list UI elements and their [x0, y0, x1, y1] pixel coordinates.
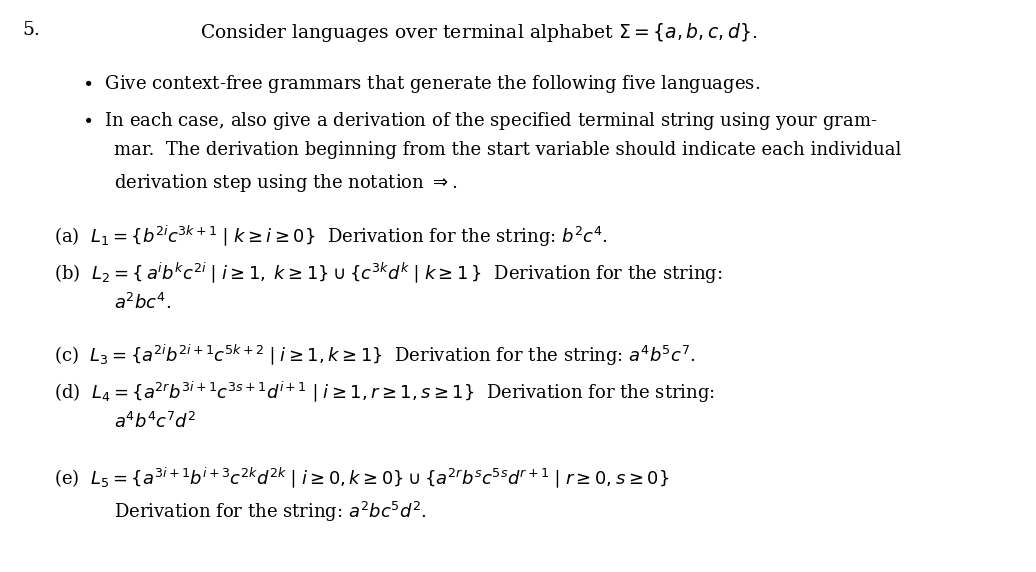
Text: (b)  $L_2 = \{\, a^i b^k c^{2i} \mid i \geq 1,\; k \geq 1\} \cup \{c^{3k} d^k \m: (b) $L_2 = \{\, a^i b^k c^{2i} \mid i \g… — [54, 260, 722, 285]
Text: $a^4b^4c^7d^2$: $a^4b^4c^7d^2$ — [114, 412, 197, 432]
Text: mar.  The derivation beginning from the start variable should indicate each indi: mar. The derivation beginning from the s… — [114, 141, 901, 159]
Text: derivation step using the notation $\Rightarrow$.: derivation step using the notation $\Rig… — [114, 172, 457, 194]
Text: (e)  $L_5 = \{a^{3i+1}b^{i+3}c^{2k}d^{2k} \mid i \geq 0, k \geq 0\} \cup \{a^{2r: (e) $L_5 = \{a^{3i+1}b^{i+3}c^{2k}d^{2k}… — [54, 465, 669, 490]
Text: (d)  $L_4 = \{a^{2r}b^{3i+1}c^{3s+1}d^{i+1} \mid i \geq 1, r \geq 1, s \geq 1\}$: (d) $L_4 = \{a^{2r}b^{3i+1}c^{3s+1}d^{i+… — [54, 380, 715, 405]
Text: Derivation for the string: $a^2bc^5d^2$.: Derivation for the string: $a^2bc^5d^2$. — [114, 499, 427, 523]
Text: $\bullet$  In each case, also give a derivation of the specified terminal string: $\bullet$ In each case, also give a deri… — [83, 110, 877, 132]
Text: Consider languages over terminal alphabet $\Sigma = \{a, b, c, d\}$.: Consider languages over terminal alphabe… — [200, 21, 757, 44]
Text: (c)  $L_3 = \{a^{2i}b^{2i+1}c^{5k+2} \mid i \geq 1, k \geq 1\}$  Derivation for : (c) $L_3 = \{a^{2i}b^{2i+1}c^{5k+2} \mid… — [54, 343, 695, 368]
Text: (a)  $L_1 = \{b^{2i}c^{3k+1} \mid k \geq i \geq 0\}$  Derivation for the string:: (a) $L_1 = \{b^{2i}c^{3k+1} \mid k \geq … — [54, 224, 608, 249]
Text: $a^2bc^4$.: $a^2bc^4$. — [114, 293, 171, 313]
Text: $\bullet$  Give context-free grammars that generate the following five languages: $\bullet$ Give context-free grammars tha… — [83, 73, 760, 94]
Text: 5.: 5. — [23, 21, 40, 39]
